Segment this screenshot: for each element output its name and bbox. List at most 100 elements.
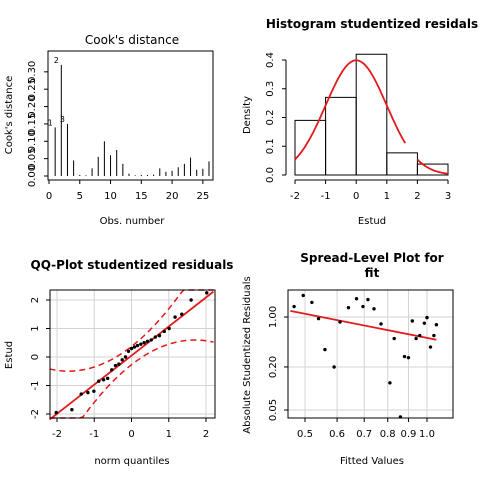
qq-point	[120, 358, 124, 362]
spread-x-tick-label: 0.8	[380, 429, 396, 440]
qq-point	[113, 363, 118, 368]
cooks-x-tick-label: 20	[166, 191, 179, 202]
hist-xlabel: Estud	[358, 216, 386, 227]
spread-ylabel: Absolute Studentized Residuals	[242, 276, 253, 433]
cooks-y-tick-label: 0.25	[27, 78, 38, 100]
hist-density-curve	[294, 59, 406, 161]
hist-y-tick-label: 0.1	[265, 138, 276, 154]
qq-point	[54, 410, 58, 415]
qq-point	[97, 379, 101, 383]
spread-point	[402, 354, 407, 359]
qq-point	[162, 329, 166, 334]
qq-plot: -2 -1 0 1 2 -2 -1 0 1 2	[30, 289, 216, 440]
spread-point	[425, 315, 429, 320]
hist-panel: Histogram studentized residals Estud Den…	[242, 17, 478, 227]
qq-point	[167, 326, 171, 331]
qq-point	[101, 378, 106, 382]
hist-x-tick-label: 2	[414, 191, 420, 202]
spread-title-line-1: Spread-Level Plot for	[300, 251, 444, 265]
qq-reference-line	[48, 290, 215, 421]
spread-point	[346, 305, 351, 310]
qq-point	[117, 362, 121, 366]
hist-x-tick-label: 3	[445, 191, 451, 202]
cooks-x-tick-label: 25	[196, 191, 209, 202]
cooks-point-label: 3	[60, 115, 65, 124]
spread-plot-frame	[287, 289, 454, 419]
hist-bar	[355, 53, 388, 176]
spread-point	[379, 322, 383, 326]
qq-y-tick-label: -2	[30, 409, 41, 419]
qq-point	[70, 408, 74, 412]
hist-y-tick-label: 0.4	[265, 52, 276, 68]
spread-y-tick-label: 0.20	[268, 356, 279, 378]
qq-point	[157, 333, 162, 338]
cooks-y-tick-label: 0.15	[27, 113, 38, 135]
qq-y-tick-label: -1	[30, 381, 41, 391]
hist-x-tick-label: -2	[290, 191, 300, 202]
qq-y-tick-label: 1	[30, 325, 41, 331]
spread-x-tick-label: 0.7	[356, 429, 372, 440]
qq-point	[132, 345, 137, 349]
cooks-y-tick-label: 0.05	[27, 148, 38, 170]
hist-plot: -2 -1 0 1 2 3 0.0 0.1 0.2 0.3 0.4	[265, 52, 451, 202]
spread-point	[361, 304, 365, 309]
spread-panel: Spread-Level Plot for fit Fitted Values …	[242, 251, 444, 467]
spread-point	[388, 381, 392, 385]
cooks-y-tick-label: 0.10	[27, 130, 38, 152]
qq-point	[123, 355, 128, 359]
spread-y-tick-label: 1.00	[268, 306, 279, 328]
spread-x-tick-label: 1.0	[419, 429, 435, 440]
cooks-y-tick-label: 0.30	[27, 61, 38, 83]
spread-point	[372, 307, 376, 311]
cooks-xlabel: Obs. number	[100, 216, 166, 227]
spread-xlabel: Fitted Values	[340, 456, 404, 467]
cooks-y-tick-label: 0.00	[27, 165, 38, 187]
cooks-plot-frame	[47, 50, 214, 181]
qq-envelope-lower	[49, 339, 214, 419]
spread-title-line-2: fit	[365, 266, 380, 280]
spread-y-tick-label: 0.05	[268, 399, 279, 421]
cooks-y-tick-label: 0.20	[27, 95, 38, 117]
spread-point	[292, 304, 296, 309]
hist-x-tick-label: 0	[353, 191, 359, 202]
qq-x-tick-label: -2	[52, 429, 62, 440]
qq-point	[205, 291, 209, 295]
hist-y-tick-label: 0.3	[265, 81, 276, 97]
qq-point	[79, 392, 83, 396]
hist-y-tick-label: 0.0	[265, 167, 276, 183]
qq-point	[92, 389, 96, 393]
spread-point	[410, 319, 415, 323]
qq-y-tick-label: 0	[30, 354, 41, 360]
cooks-x-tick-label: 0	[46, 191, 52, 202]
spread-point	[366, 297, 370, 302]
qq-point	[86, 390, 90, 395]
qq-point	[135, 343, 140, 348]
qq-point	[142, 341, 146, 345]
cooks-x-tick-label: 5	[77, 191, 83, 202]
qq-plot-frame	[49, 289, 216, 419]
hist-density-curve-tail	[416, 158, 449, 175]
spread-point	[301, 293, 305, 298]
qq-title: QQ-Plot studentized residuals	[31, 258, 234, 272]
qq-point	[149, 338, 153, 342]
spread-point	[418, 333, 422, 338]
cooks-x-tick-label: 15	[135, 191, 148, 202]
qq-x-tick-label: 2	[203, 429, 209, 440]
qq-point	[126, 349, 131, 353]
qq-point	[110, 368, 114, 372]
cooks-plot: 0 5 10 15 20 25 0.000.050.100.150.200.250.30 1 2…	[27, 50, 214, 202]
qq-point	[173, 315, 177, 319]
qq-point	[180, 312, 184, 316]
qq-y-tick-label: 2	[30, 297, 41, 303]
qq-panel: QQ-Plot studentized residuals norm quant…	[4, 258, 233, 467]
qq-point	[129, 346, 134, 351]
qq-ylabel: Estud	[4, 341, 15, 369]
spread-point	[434, 323, 439, 327]
spread-point	[354, 297, 359, 301]
cooks-x-tick-label: 10	[104, 191, 117, 202]
cooks-ylabel: Cook's distance	[4, 76, 15, 155]
qq-point	[153, 335, 158, 339]
spread-point	[332, 365, 336, 369]
spread-trend-line	[290, 309, 437, 341]
qq-point	[145, 339, 150, 344]
